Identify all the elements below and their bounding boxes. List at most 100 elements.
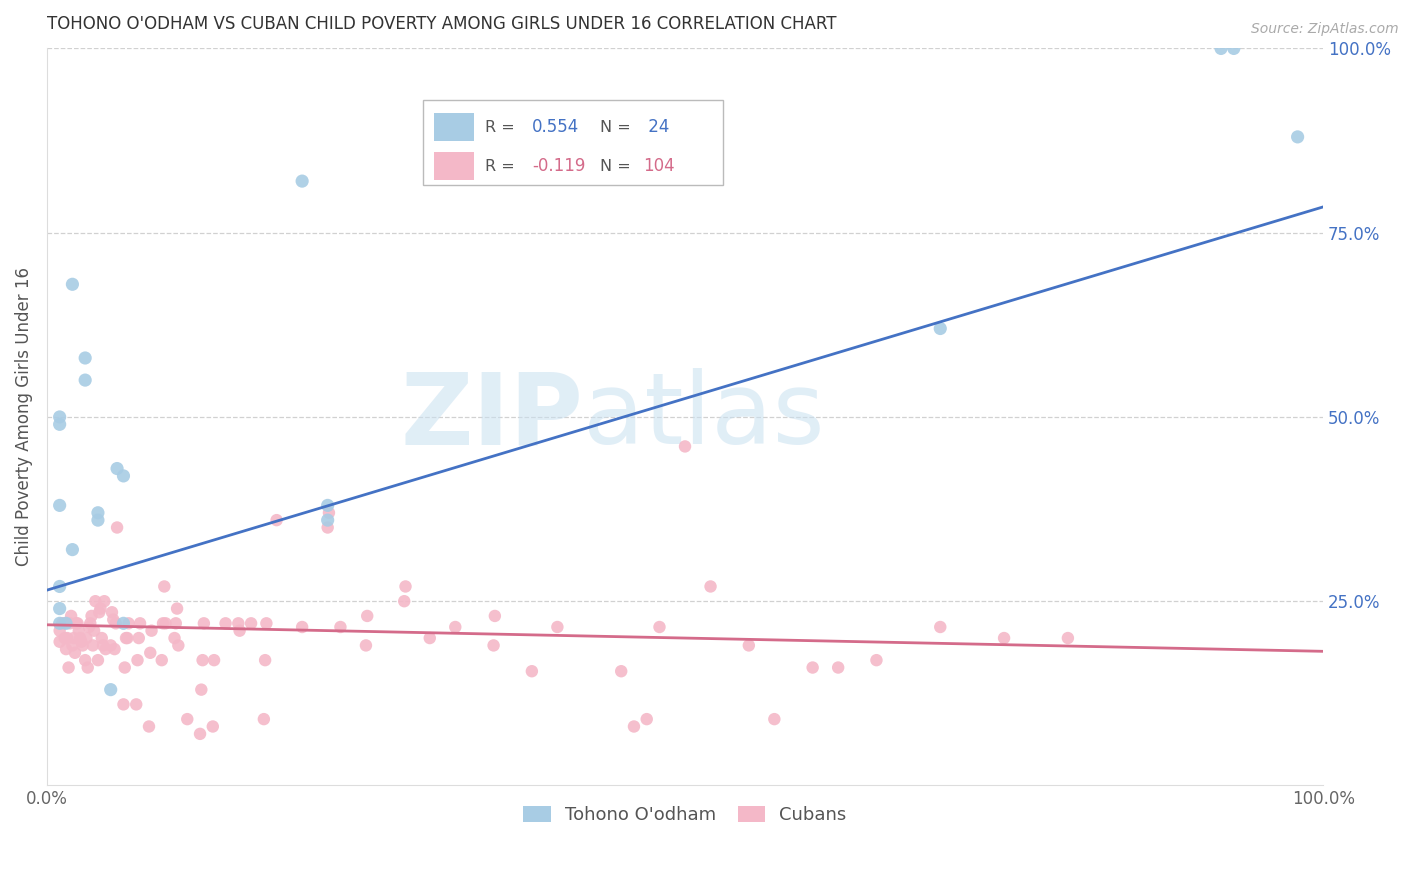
Point — [89, 601, 111, 615]
Point — [66, 616, 89, 631]
Point — [623, 719, 645, 733]
Point — [394, 594, 416, 608]
Point — [53, 631, 76, 645]
Point — [354, 639, 377, 653]
Text: Source: ZipAtlas.com: Source: ZipAtlas.com — [1251, 22, 1399, 37]
Point — [699, 579, 721, 593]
Point — [291, 620, 314, 634]
Point — [75, 373, 97, 387]
Point — [201, 719, 224, 733]
Point — [67, 624, 90, 638]
Point — [125, 698, 148, 712]
Point — [91, 639, 114, 653]
Point — [103, 642, 125, 657]
Point — [63, 646, 86, 660]
Point — [104, 616, 127, 631]
Point — [52, 616, 75, 631]
Point — [105, 461, 128, 475]
Point — [60, 609, 83, 624]
Point — [112, 616, 135, 631]
Point — [188, 727, 211, 741]
Point — [65, 616, 87, 631]
Point — [228, 624, 250, 638]
Point — [59, 616, 82, 631]
Point — [636, 712, 658, 726]
Point — [316, 499, 339, 513]
Point — [100, 682, 122, 697]
Point — [190, 682, 212, 697]
Point — [1209, 41, 1232, 55]
Point — [75, 631, 97, 645]
Point — [191, 653, 214, 667]
Point — [193, 616, 215, 631]
Point — [155, 616, 177, 631]
Point — [150, 653, 173, 667]
Point — [48, 409, 70, 424]
Text: -0.119: -0.119 — [531, 157, 585, 175]
Point — [254, 616, 277, 631]
Point — [62, 639, 84, 653]
Point — [87, 513, 110, 527]
Point — [929, 620, 952, 634]
Point — [100, 639, 122, 653]
Point — [48, 624, 70, 638]
Point — [79, 616, 101, 631]
Point — [648, 620, 671, 634]
Point — [316, 513, 339, 527]
Text: atlas: atlas — [583, 368, 824, 466]
Point — [167, 639, 190, 653]
Text: 24: 24 — [643, 118, 669, 136]
Point — [76, 660, 98, 674]
Point — [55, 616, 77, 631]
Point — [55, 642, 77, 657]
Point — [48, 616, 70, 631]
Point — [117, 631, 139, 645]
Point — [444, 620, 467, 634]
Point — [153, 579, 176, 593]
Point — [546, 620, 568, 634]
Point — [51, 616, 73, 631]
Point — [83, 624, 105, 638]
Point — [214, 616, 236, 631]
Point — [176, 712, 198, 726]
Point — [1057, 631, 1080, 645]
Point — [163, 631, 186, 645]
Point — [70, 634, 93, 648]
Point — [48, 634, 70, 648]
Point — [72, 639, 94, 653]
Point — [117, 616, 139, 631]
Point — [82, 639, 104, 653]
Point — [138, 719, 160, 733]
Text: TOHONO O'ODHAM VS CUBAN CHILD POVERTY AMONG GIRLS UNDER 16 CORRELATION CHART: TOHONO O'ODHAM VS CUBAN CHILD POVERTY AM… — [46, 15, 837, 33]
Point — [101, 605, 124, 619]
Point — [318, 506, 340, 520]
Text: R =: R = — [485, 120, 520, 135]
Point — [520, 664, 543, 678]
Point — [77, 620, 100, 634]
Point — [266, 513, 288, 527]
Point — [356, 609, 378, 624]
Text: N =: N = — [599, 120, 636, 135]
Point — [484, 609, 506, 624]
Point — [56, 631, 79, 645]
Point — [240, 616, 263, 631]
Point — [87, 506, 110, 520]
Point — [419, 631, 441, 645]
Point — [165, 616, 187, 631]
Point — [1286, 129, 1309, 144]
FancyBboxPatch shape — [423, 100, 723, 185]
Point — [929, 321, 952, 335]
Point — [114, 660, 136, 674]
Point — [129, 616, 152, 631]
Point — [94, 642, 117, 657]
Point — [865, 653, 887, 667]
Point — [80, 609, 103, 624]
Point — [253, 712, 276, 726]
Point — [48, 499, 70, 513]
Point — [84, 594, 107, 608]
Point — [316, 520, 339, 534]
Text: R =: R = — [485, 159, 520, 174]
Point — [152, 616, 174, 631]
Point — [90, 631, 112, 645]
Point — [128, 631, 150, 645]
